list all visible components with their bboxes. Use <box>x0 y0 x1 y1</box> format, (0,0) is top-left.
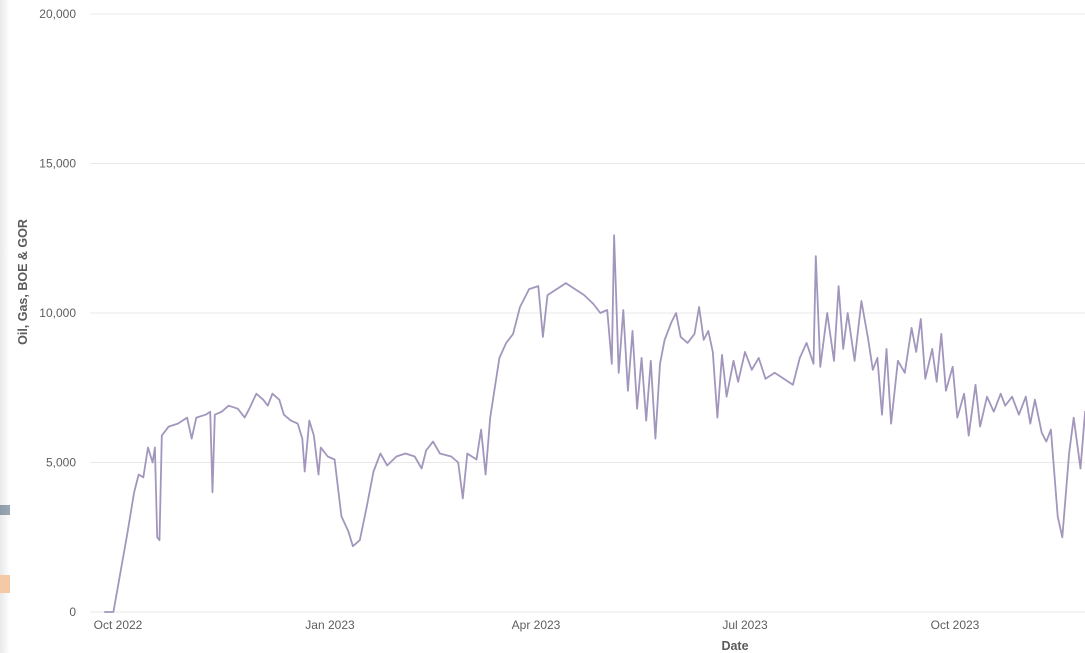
y-tick-label: 15,000 <box>39 157 76 171</box>
x-axis-title: Date <box>721 639 748 653</box>
x-tick-label: Jan 2023 <box>305 618 355 632</box>
gridlines <box>90 13 1085 613</box>
y-tick-label: 0 <box>69 605 76 619</box>
y-tick-label: 10,000 <box>39 306 76 320</box>
y-axis-title: Oil, Gas, BOE & GOR <box>16 219 30 345</box>
series-layer <box>104 234 1085 613</box>
adjacent-visual-strip <box>0 0 10 653</box>
x-axis-ticks: Oct 2022 Jan 2023 Apr 2023 Jul 2023 Oct 2023 <box>94 618 980 632</box>
x-tick-label: Oct 2022 <box>94 618 143 632</box>
strip-highlight <box>0 575 10 593</box>
strip-dark-mark <box>0 505 10 515</box>
y-tick-label: 5,000 <box>46 456 76 470</box>
y-axis-ticks: 0 5,000 10,000 15,000 20,000 <box>39 7 76 619</box>
x-tick-label: Jul 2023 <box>722 618 768 632</box>
series-line <box>104 234 1085 613</box>
x-tick-label: Apr 2023 <box>512 618 561 632</box>
x-tick-label: Oct 2023 <box>931 618 980 632</box>
y-tick-label: 20,000 <box>39 7 76 21</box>
